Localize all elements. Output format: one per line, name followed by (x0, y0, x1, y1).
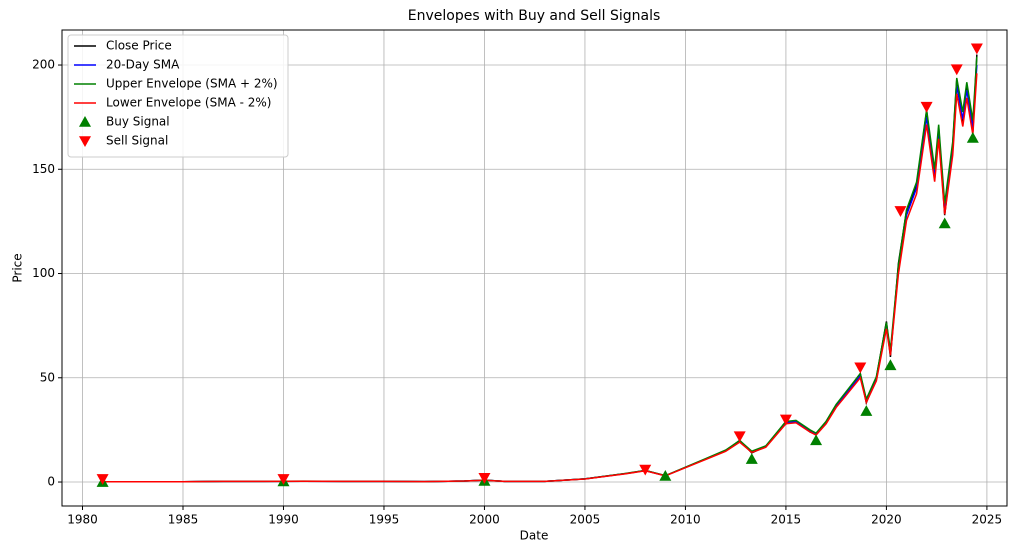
signal-marker (277, 474, 290, 485)
x-axis-label: Date (520, 529, 549, 543)
chart-title: Envelopes with Buy and Sell Signals (408, 8, 661, 24)
plot-frame (61, 29, 1008, 507)
legend-label: Close Price (106, 39, 172, 53)
x-tick-label: 2020 (871, 513, 902, 527)
x-tick-label: 2005 (570, 513, 601, 527)
signal-marker (96, 474, 109, 485)
x-tick-label: 1980 (67, 513, 98, 527)
signal-marker (733, 431, 746, 443)
y-tick-label: 150 (32, 162, 55, 176)
x-tick-label: 2000 (469, 513, 500, 527)
signal-marker (966, 132, 979, 143)
legend-marker (79, 136, 91, 147)
x-tick-label: 1990 (268, 513, 299, 527)
signal-marker (810, 434, 823, 446)
signal-marker (920, 101, 933, 113)
legend-box (67, 34, 289, 158)
y-tick-label: 200 (32, 58, 55, 72)
legend-label: Sell Signal (106, 134, 168, 148)
x-tick-label: 1985 (168, 513, 199, 527)
x-tick-label: 2025 (972, 513, 1003, 527)
legend-label: 20-Day SMA (106, 58, 180, 72)
legend-label: Lower Envelope (SMA - 2%) (106, 96, 271, 110)
y-axis-label: Price (11, 253, 25, 282)
signal-marker (950, 64, 963, 76)
signal-marker (779, 414, 792, 426)
signal-marker (860, 405, 873, 416)
x-tick-label: 2010 (670, 513, 701, 527)
signal-marker (745, 453, 758, 464)
legend-marker (79, 116, 91, 127)
y-tick-label: 0 (47, 475, 55, 489)
signal-marker (938, 217, 951, 229)
x-tick-label: 2015 (771, 513, 802, 527)
signal-marker (970, 43, 983, 55)
signal-marker (639, 464, 652, 476)
signal-marker (894, 206, 907, 217)
legend-label: Buy Signal (106, 115, 170, 129)
y-tick-label: 50 (40, 370, 55, 384)
signal-marker (884, 359, 897, 371)
series-line (102, 73, 978, 483)
signal-marker (659, 469, 672, 481)
signal-marker (854, 362, 867, 374)
y-tick-label: 100 (32, 266, 55, 280)
x-tick-label: 1995 (369, 513, 400, 527)
signal-marker (478, 473, 491, 484)
legend-label: Upper Envelope (SMA + 2%) (106, 77, 278, 91)
